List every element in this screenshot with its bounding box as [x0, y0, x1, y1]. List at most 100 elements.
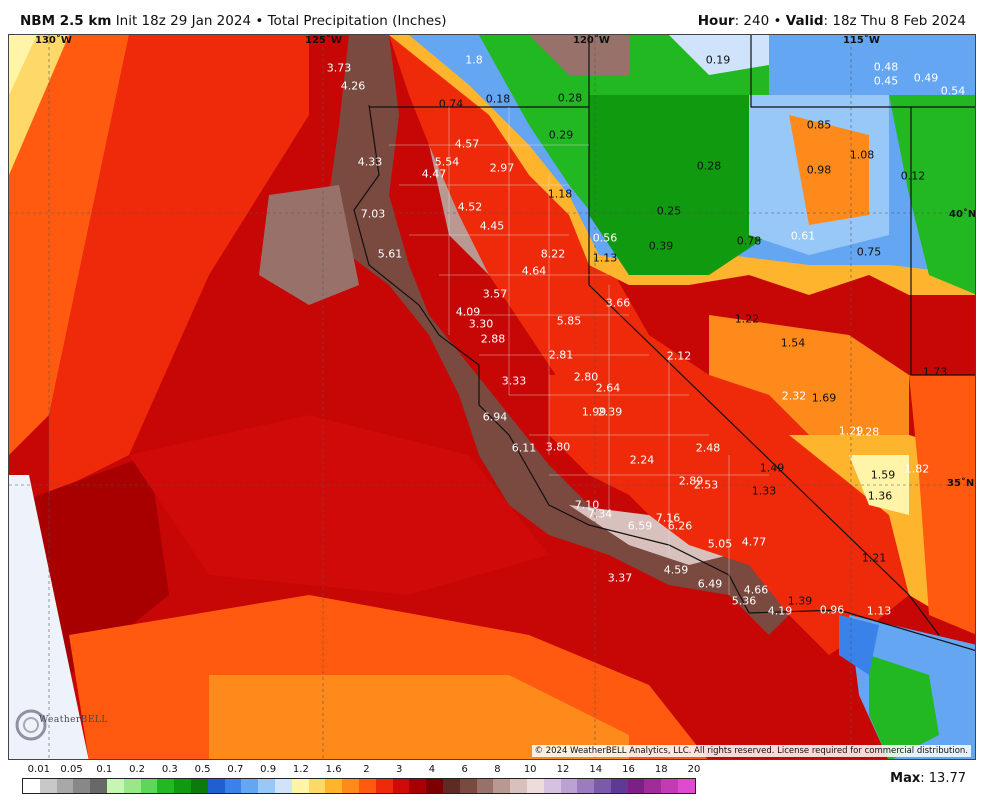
precip-value: 3.73: [326, 61, 352, 75]
precipitation-map[interactable]: 130˚W 125˚W 120˚W 115˚W 40˚N 35˚N 3.73 1.…: [8, 34, 976, 760]
legend-swatch: [224, 779, 242, 793]
legend-swatch: [493, 779, 511, 793]
precip-value: 2.89: [678, 474, 704, 488]
max-number: : 13.77: [920, 771, 966, 786]
copyright-notice: © 2024 WeatherBELL Analytics, LLC. All r…: [531, 745, 971, 757]
legend-swatch: [106, 779, 124, 793]
lon-label-120w: 120˚W: [573, 35, 610, 46]
legend-swatch: [274, 779, 292, 793]
logo-text: WeatherBELL: [39, 715, 108, 725]
precip-value: 6.94: [482, 410, 508, 424]
legend-color-bar: [22, 778, 696, 794]
precip-value: 2.64: [595, 381, 621, 395]
legend-swatch: [526, 779, 544, 793]
precip-value: 0.61: [790, 229, 816, 243]
precip-value: 4.47: [421, 167, 447, 181]
precip-value: 3.30: [468, 317, 494, 331]
precip-value: 1.18: [547, 187, 573, 201]
legend-tick-label: 16: [622, 764, 635, 775]
precip-value: 1.59: [870, 468, 896, 482]
init-time: Init 18z 29 Jan 2024: [115, 13, 252, 29]
precip-value: 6.26: [667, 519, 693, 533]
precip-value: 2.24: [629, 453, 655, 467]
precip-value: 0.25: [656, 204, 682, 218]
legend-swatch: [543, 779, 561, 793]
legend-swatch: [375, 779, 393, 793]
legend-swatch: [644, 779, 662, 793]
legend-swatch: [459, 779, 477, 793]
lon-label-130w: 130˚W: [35, 35, 72, 46]
precip-value: 4.52: [457, 200, 483, 214]
precip-value: 2.53: [693, 478, 719, 492]
product-name: Total Precipitation (Inches): [267, 13, 447, 29]
legend-swatch: [157, 779, 175, 793]
legend-swatch: [627, 779, 645, 793]
valid-label: Valid: [785, 13, 824, 29]
precip-value: 1.36: [867, 489, 893, 503]
legend-swatch: [661, 779, 679, 793]
precip-value: 1.33: [751, 484, 777, 498]
legend-swatch: [342, 779, 359, 793]
bullet: •: [255, 13, 264, 29]
max-label: Max: [890, 771, 921, 786]
precip-value: 1.54: [780, 336, 806, 350]
legend-swatch: [678, 779, 695, 793]
precip-value: 0.74: [438, 97, 464, 111]
hour-value: : 240: [734, 13, 770, 29]
precip-value: 1.28: [854, 425, 880, 439]
legend-swatch: [207, 779, 225, 793]
precip-value: 3.57: [482, 287, 508, 301]
lon-label-125w: 125˚W: [305, 35, 342, 46]
legend-swatch: [476, 779, 494, 793]
title-bar: NBM 2.5 km Init 18z 29 Jan 2024 • Total …: [0, 0, 984, 34]
legend-tick-label: 0.7: [227, 764, 244, 775]
precip-value: 2.81: [548, 348, 574, 362]
precip-value: 1.39: [787, 594, 813, 608]
legend-swatch: [140, 779, 158, 793]
lon-label-115w: 115˚W: [843, 35, 880, 46]
swirl-logo-icon: [15, 709, 47, 741]
precip-value: 2.80: [573, 370, 599, 384]
legend-swatch: [73, 779, 91, 793]
precip-value: 8.22: [540, 247, 566, 261]
precip-value: 0.56: [592, 231, 618, 245]
legend-swatch: [258, 779, 275, 793]
precip-value: 0.96: [819, 603, 845, 617]
precip-value: 5.36: [731, 594, 757, 608]
title-right: Hour: 240 • Valid: 18z Thu 8 Feb 2024: [698, 13, 966, 29]
precip-value: 1.49: [759, 461, 785, 475]
legend-tick-label: 20: [687, 764, 701, 775]
legend-swatch: [39, 779, 57, 793]
legend-swatch: [190, 779, 208, 793]
legend-swatch: [426, 779, 443, 793]
legend-tick-labels: 0.01 0.05 0.1 0.2 0.3 0.5 0.7 0.9 1.2 1.6 2 3 4 6 8 10 1…: [22, 764, 702, 778]
precip-value: 6.49: [697, 577, 723, 591]
precip-value: 5.85: [556, 314, 582, 328]
legend-swatch: [123, 779, 141, 793]
legend-tick-label: 2: [363, 764, 370, 775]
legend-tick-label: 0.1: [96, 764, 113, 775]
legend-swatch: [325, 779, 343, 793]
lat-label-40n: 40˚N: [949, 209, 976, 220]
title-left: NBM 2.5 km Init 18z 29 Jan 2024 • Total …: [20, 13, 447, 29]
legend-swatch: [308, 779, 326, 793]
precip-value: 5.05: [707, 537, 733, 551]
precip-value: 0.75: [856, 245, 882, 259]
legend-tick-label: 4: [428, 764, 436, 775]
precip-value: 7.16: [655, 511, 681, 525]
precip-value: 0.39: [648, 239, 674, 253]
precip-value: 1.8: [465, 53, 483, 67]
precip-value: 0.19: [705, 53, 731, 67]
precip-value: 0.18: [485, 92, 511, 106]
precip-value: 7.34: [587, 507, 613, 521]
precip-value: 2.39: [597, 405, 623, 419]
legend-tick-label: 14: [589, 764, 603, 775]
legend-swatch: [23, 779, 40, 793]
precip-value: 0.54: [940, 84, 966, 98]
precip-value: 0.85: [806, 118, 832, 132]
legend-swatch: [291, 779, 309, 793]
precip-value: 2.97: [489, 161, 515, 175]
precip-value: 3.37: [607, 571, 633, 585]
precip-value: 4.26: [340, 79, 366, 93]
max-value: Max: 13.77: [890, 771, 966, 786]
